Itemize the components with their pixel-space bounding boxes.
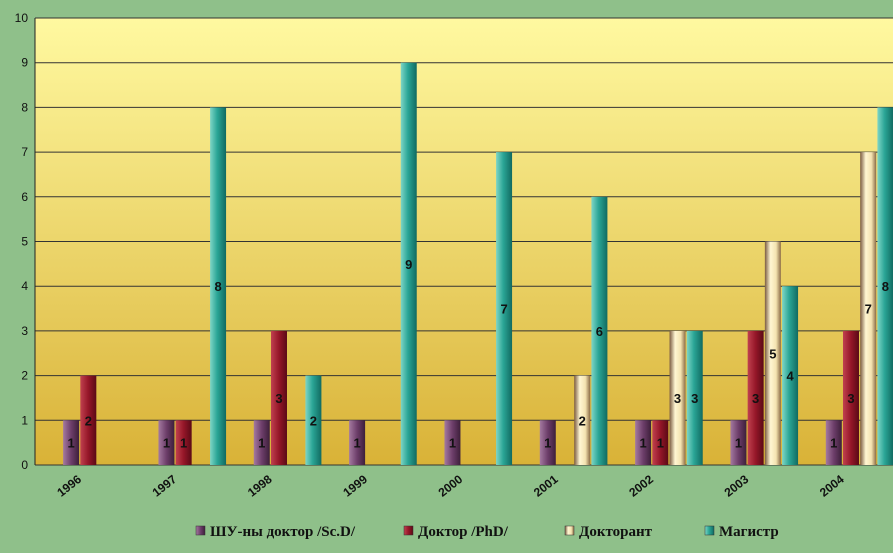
legend-swatch (564, 525, 575, 536)
bar (349, 420, 366, 465)
bar (63, 420, 80, 465)
bar (270, 330, 287, 465)
bar-value-label: 2 (579, 413, 586, 428)
bar (764, 241, 781, 465)
bar (860, 152, 877, 465)
x-tick-label: 2004 (817, 472, 847, 500)
legend-swatch (704, 525, 715, 536)
legend: ШУ-ны доктор /Sc.D/Доктор /PhD/Докторант… (195, 524, 779, 540)
bar (175, 420, 192, 465)
legend-entry: Докторант (579, 524, 653, 540)
bar-value-label: 3 (674, 391, 681, 406)
bar (80, 375, 97, 465)
y-tick-label: 0 (21, 458, 28, 472)
x-tick-label: 2002 (626, 472, 656, 500)
bar-value-label: 1 (657, 436, 664, 451)
bar-value-label: 1 (353, 436, 360, 451)
bar (825, 420, 842, 465)
bar (305, 375, 322, 465)
bar (539, 420, 556, 465)
legend-swatch (403, 525, 414, 536)
y-tick-label: 3 (21, 324, 28, 338)
x-tick-label: 2001 (531, 472, 561, 500)
bar (496, 152, 513, 465)
bar-value-label: 3 (847, 391, 854, 406)
x-tick-label: 1998 (245, 472, 275, 500)
bar (782, 286, 799, 465)
bar-value-label: 2 (310, 413, 317, 428)
bar (158, 420, 175, 465)
bar-value-label: 8 (882, 279, 889, 294)
y-tick-label: 9 (21, 56, 28, 70)
x-tick-label: 1997 (150, 472, 180, 500)
legend-entry: Доктор /PhD/ (418, 524, 509, 540)
bar-value-label: 1 (449, 436, 456, 451)
x-tick-label: 1999 (340, 472, 370, 500)
bar (253, 420, 270, 465)
bar-value-label: 6 (596, 324, 603, 339)
legend-entry: ШУ-ны доктор /Sc.D/ (210, 524, 356, 540)
bar-value-label: 1 (735, 436, 742, 451)
bar-value-label: 3 (691, 391, 698, 406)
bar-value-label: 7 (500, 302, 507, 317)
y-tick-label: 10 (15, 11, 29, 25)
bar (574, 375, 591, 465)
grid-lines (35, 17, 893, 466)
y-tick-label: 7 (21, 145, 28, 159)
y-tick-label: 2 (21, 369, 28, 383)
bar (747, 330, 764, 465)
bar (210, 107, 227, 466)
y-tick-label: 5 (21, 235, 28, 249)
bar-value-label: 9 (405, 257, 412, 272)
y-tick-label: 8 (21, 100, 28, 114)
bar (652, 420, 669, 465)
y-tick-label: 4 (21, 279, 28, 293)
y-tick-label: 1 (21, 413, 28, 427)
bar-value-label: 4 (786, 369, 794, 384)
bar-value-label: 1 (180, 436, 187, 451)
y-tick-label: 6 (21, 190, 28, 204)
bar-value-label: 1 (258, 436, 265, 451)
bar (400, 62, 417, 465)
bar-value-label: 1 (830, 436, 837, 451)
bar-value-label: 1 (639, 436, 646, 451)
bar-value-label: 2 (85, 413, 92, 428)
bar (730, 420, 747, 465)
bar (686, 330, 703, 465)
bar (877, 107, 893, 466)
bar (635, 420, 652, 465)
bar-value-label: 8 (214, 279, 221, 294)
bar (842, 330, 859, 465)
legend-swatch (195, 525, 206, 536)
legend-entry: Магистр (719, 524, 779, 540)
bar-value-label: 1 (163, 436, 170, 451)
bar (669, 330, 686, 465)
bar-value-label: 7 (865, 302, 872, 317)
x-tick-label: 1996 (54, 472, 84, 500)
bar-value-label: 1 (67, 436, 74, 451)
bar (591, 196, 608, 466)
x-tick-label: 2000 (436, 472, 466, 500)
bar (444, 420, 461, 465)
bar-value-label: 3 (275, 391, 282, 406)
bar-value-label: 5 (769, 346, 776, 361)
bar-value-label: 1 (544, 436, 551, 451)
bar-value-label: 3 (752, 391, 759, 406)
x-tick-label: 2003 (722, 472, 752, 500)
